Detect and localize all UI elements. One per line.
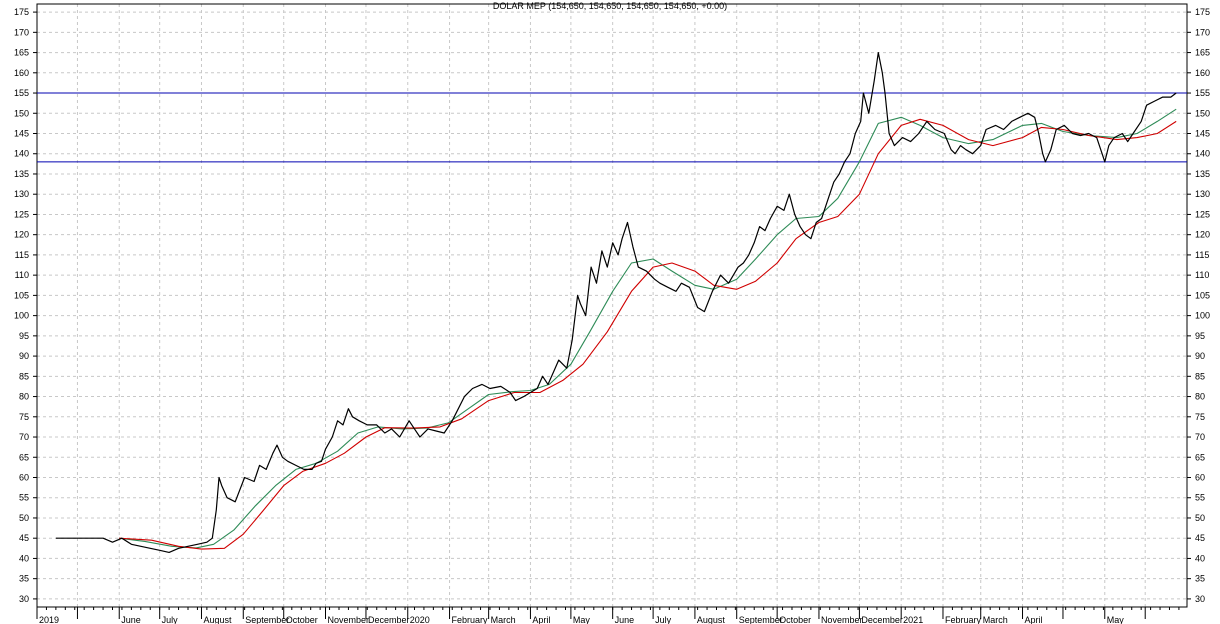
x-tick-label: March [491,615,516,624]
x-tick-label: May [573,615,591,624]
y-tick-label-right: 30 [1195,594,1205,604]
x-tick-label: November [821,615,863,624]
y-tick-label-left: 65 [19,452,29,462]
y-tick-label-left: 150 [14,108,29,118]
x-tick-label: 2020 [410,615,430,624]
y-tick-label-right: 75 [1195,412,1205,422]
x-tick-label: February [945,615,982,624]
moving-average-green-line [119,108,1177,549]
y-tick-label-left: 105 [14,290,29,300]
x-tick-label: November [328,615,370,624]
y-tick-label-left: 110 [15,270,29,280]
x-tick-label: July [655,615,672,624]
y-tick-label-left: 160 [14,68,29,78]
x-tick-label: April [1025,615,1043,624]
x-tick-label: December [368,615,410,624]
y-tick-label-left: 115 [15,250,29,260]
price-line [55,51,1177,554]
y-tick-label-right: 175 [1195,7,1210,17]
y-tick-label-right: 170 [1195,27,1210,37]
x-tick-label: October [779,615,811,624]
y-tick-label-right: 40 [1195,553,1205,563]
y-tick-label-right: 145 [1195,129,1210,139]
x-tick-label: October [286,615,318,624]
y-tick-label-right: 115 [1195,250,1209,260]
y-tick-label-right: 55 [1195,493,1205,503]
y-tick-label-left: 75 [19,412,29,422]
y-tick-label-right: 100 [1195,311,1210,321]
y-tick-label-right: 105 [1195,290,1210,300]
y-tick-label-left: 35 [19,574,29,584]
y-tick-label-right: 130 [1195,189,1210,199]
y-tick-label-right: 85 [1195,371,1205,381]
y-tick-label-left: 50 [19,513,29,523]
y-tick-label-left: 85 [19,371,29,381]
y-tick-label-left: 130 [14,189,29,199]
y-tick-label-left: 135 [14,169,29,179]
x-tick-label: June [615,615,635,624]
x-tick-label: September [245,615,289,624]
y-tick-label-left: 165 [14,48,29,58]
y-tick-label-left: 155 [14,88,29,98]
y-tick-label-left: 55 [19,493,29,503]
y-tick-label-left: 90 [19,351,29,361]
x-tick-label: 2021 [903,615,923,624]
y-tick-label-right: 125 [1195,209,1210,219]
y-tick-label-right: 90 [1195,351,1205,361]
y-tick-label-right: 60 [1195,472,1205,482]
y-tick-label-right: 120 [1195,230,1210,240]
y-tick-label-right: 70 [1195,432,1205,442]
x-tick-label: May [1107,615,1125,624]
y-tick-label-right: 65 [1195,452,1205,462]
y-tick-label-right: 150 [1195,108,1210,118]
y-tick-label-left: 95 [19,331,29,341]
y-tick-label-left: 125 [14,209,29,219]
y-tick-label-right: 135 [1195,169,1210,179]
y-tick-label-right: 80 [1195,392,1205,402]
x-tick-label: July [162,615,179,624]
y-tick-label-right: 95 [1195,331,1205,341]
y-tick-label-left: 175 [14,7,29,17]
y-tick-label-left: 70 [19,432,29,442]
y-tick-label-right: 45 [1195,533,1205,543]
y-tick-label-left: 170 [14,27,29,37]
y-tick-label-left: 60 [19,472,29,482]
y-tick-label-left: 40 [19,553,29,563]
chart-title: DOLAR MEP (154,650, 154,650, 154,650, 15… [492,1,728,11]
y-tick-label-left: 100 [14,311,29,321]
x-tick-label: September [739,615,783,624]
y-tick-label-right: 140 [1195,149,1210,159]
y-tick-label-right: 160 [1195,68,1210,78]
x-tick-label: April [532,615,550,624]
x-tick-label: August [697,615,726,624]
y-tick-label-left: 140 [14,149,29,159]
moving-average-red-line [119,118,1177,550]
y-tick-label-right: 50 [1195,513,1205,523]
y-tick-label-left: 30 [19,594,29,604]
y-tick-label-right: 110 [1195,270,1209,280]
y-tick-label-left: 145 [14,129,29,139]
y-tick-label-right: 35 [1195,574,1205,584]
y-tick-label-left: 80 [19,392,29,402]
y-tick-label-right: 155 [1195,88,1210,98]
x-tick-label: 2019 [39,615,59,624]
x-tick-label: August [203,615,232,624]
x-tick-label: December [861,615,903,624]
plot-frame [36,3,1188,608]
x-tick-label: March [983,615,1008,624]
y-tick-label-right: 165 [1195,48,1210,58]
x-tick-label: June [121,615,141,624]
y-tick-label-left: 45 [19,533,29,543]
x-tick-label: February [452,615,489,624]
y-tick-label-left: 120 [14,230,29,240]
